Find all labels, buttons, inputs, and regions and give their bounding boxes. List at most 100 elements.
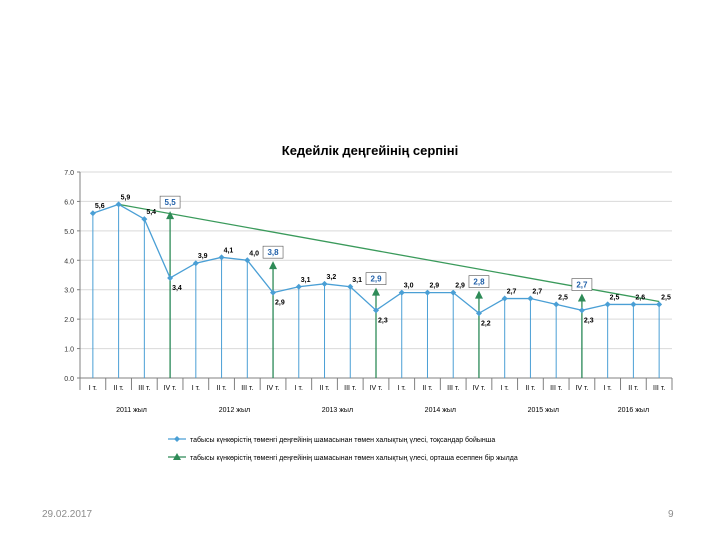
data-point	[321, 280, 328, 287]
x-tick-label: III т.	[550, 385, 562, 392]
data-point	[115, 201, 122, 208]
data-label: 2,7	[532, 289, 542, 296]
x-tick-label: IV т.	[267, 385, 280, 392]
data-point	[474, 290, 483, 299]
legend-marker	[174, 436, 180, 442]
data-point	[166, 211, 175, 220]
data-point	[656, 301, 663, 308]
data-point	[295, 283, 302, 290]
year-label: 2013 жыл	[322, 407, 353, 414]
data-label: 2,9	[370, 275, 382, 284]
data-point	[347, 283, 354, 290]
data-label: 3,4	[172, 285, 182, 292]
x-tick-label: III т.	[653, 385, 665, 392]
x-tick-label: III т.	[447, 385, 459, 392]
x-tick-label: I т.	[398, 385, 406, 392]
label-box	[468, 275, 490, 288]
x-tick-label: III т.	[138, 385, 150, 392]
data-label: 4,1	[224, 247, 234, 254]
x-tick-label: II т.	[216, 385, 226, 392]
year-label: 2014 жыл	[425, 407, 456, 414]
data-label: 2,8	[473, 278, 485, 287]
label-box	[159, 195, 181, 209]
x-tick-label: II т.	[628, 385, 638, 392]
x-tick-label: I т.	[295, 385, 303, 392]
data-label: 5,6	[95, 203, 105, 210]
y-tick-label: 5.0	[64, 229, 74, 236]
legend-label: табысы күнкөрістің төменгі деңгейінің ша…	[190, 454, 518, 462]
data-point	[630, 301, 637, 308]
data-point	[398, 289, 405, 296]
data-label: 2,9	[429, 283, 439, 290]
x-tick-label: II т.	[422, 385, 432, 392]
year-label: 2011 жыл	[116, 407, 147, 414]
data-point	[218, 254, 225, 261]
year-label: 2012 жыл	[219, 407, 250, 414]
x-tick-label: II т.	[113, 385, 123, 392]
data-label: 2,9	[455, 283, 465, 290]
label-box	[262, 245, 284, 259]
x-tick-label: III т.	[344, 385, 356, 392]
chart-title: Кедейлік деңгейінің серпіні	[282, 143, 458, 158]
x-tick-label: III т.	[241, 385, 253, 392]
y-axis: 0.0 1.0 2.0 3.0 4.0 5.0 6.0 7.0	[64, 170, 81, 383]
y-tick-label: 7.0	[64, 170, 74, 177]
data-point	[269, 261, 278, 270]
data-label: 5,4	[146, 209, 156, 216]
legend-marker	[173, 453, 181, 460]
footer-date: 29.02.2017	[42, 509, 93, 520]
data-label: 2,3	[378, 317, 388, 324]
series-annual-average: 5,5 3,8 2,9 2,8 2,7	[159, 195, 593, 302]
data-label: 2,3	[584, 317, 594, 324]
data-point	[604, 301, 611, 308]
series-quarterly: 5,6 5,9 5,4 3,4 3,9 4,1 4,0 2,9 3,1 3,2 3,1 2,3 3,0 2…	[89, 194, 671, 327]
y-tick-label: 0.0	[64, 376, 74, 383]
label-box	[571, 278, 593, 291]
data-point	[577, 293, 586, 302]
data-label: 3,1	[301, 277, 311, 284]
y-tick-label: 1.0	[64, 347, 74, 354]
data-label: 2,6	[635, 294, 645, 301]
data-point	[244, 257, 251, 264]
page-number: 9	[668, 509, 674, 520]
data-point	[578, 307, 585, 314]
legend: табысы күнкөрістің төменгі деңгейінің ша…	[168, 436, 518, 462]
x-tick-label: IV т.	[164, 385, 177, 392]
data-point	[167, 274, 174, 281]
data-label: 2,7	[507, 289, 517, 296]
y-tick-label: 2.0	[64, 317, 74, 324]
x-axis: I т. II т. III т. IV т. I т. II т. III т. IV т.…	[79, 377, 673, 414]
data-point	[141, 216, 148, 223]
trendline	[118, 203, 660, 303]
data-label: 2,5	[610, 294, 620, 301]
drop-lines	[92, 204, 660, 378]
data-point	[270, 289, 277, 296]
x-tick-label: I т.	[192, 385, 200, 392]
x-tick-label: IV т.	[575, 385, 588, 392]
data-label: 2,2	[481, 320, 491, 327]
year-label: 2015 жыл	[528, 407, 559, 414]
data-label: 3,9	[198, 253, 208, 260]
data-point	[192, 260, 199, 267]
data-point	[475, 310, 482, 317]
data-label: 5,5	[165, 198, 177, 207]
data-label: 2,5	[558, 294, 568, 301]
data-label: 3,8	[267, 248, 279, 257]
data-label: 3,0	[404, 283, 414, 290]
x-tick-label: I т.	[89, 385, 97, 392]
data-point	[373, 307, 379, 314]
x-tick-label: IV т.	[370, 385, 383, 392]
data-point	[501, 295, 508, 302]
y-tick-label: 6.0	[64, 199, 74, 206]
data-label: 3,2	[327, 274, 337, 281]
data-label: 3,1	[352, 277, 362, 284]
data-label: 4,0	[249, 250, 259, 257]
year-label: 2016 жыл	[618, 407, 649, 414]
data-label: 2,7	[576, 281, 588, 290]
data-point	[527, 295, 534, 302]
data-point	[450, 289, 457, 296]
x-tick-label: II т.	[319, 385, 329, 392]
x-tick-label: I т.	[501, 385, 509, 392]
x-tick-label: I т.	[604, 385, 612, 392]
